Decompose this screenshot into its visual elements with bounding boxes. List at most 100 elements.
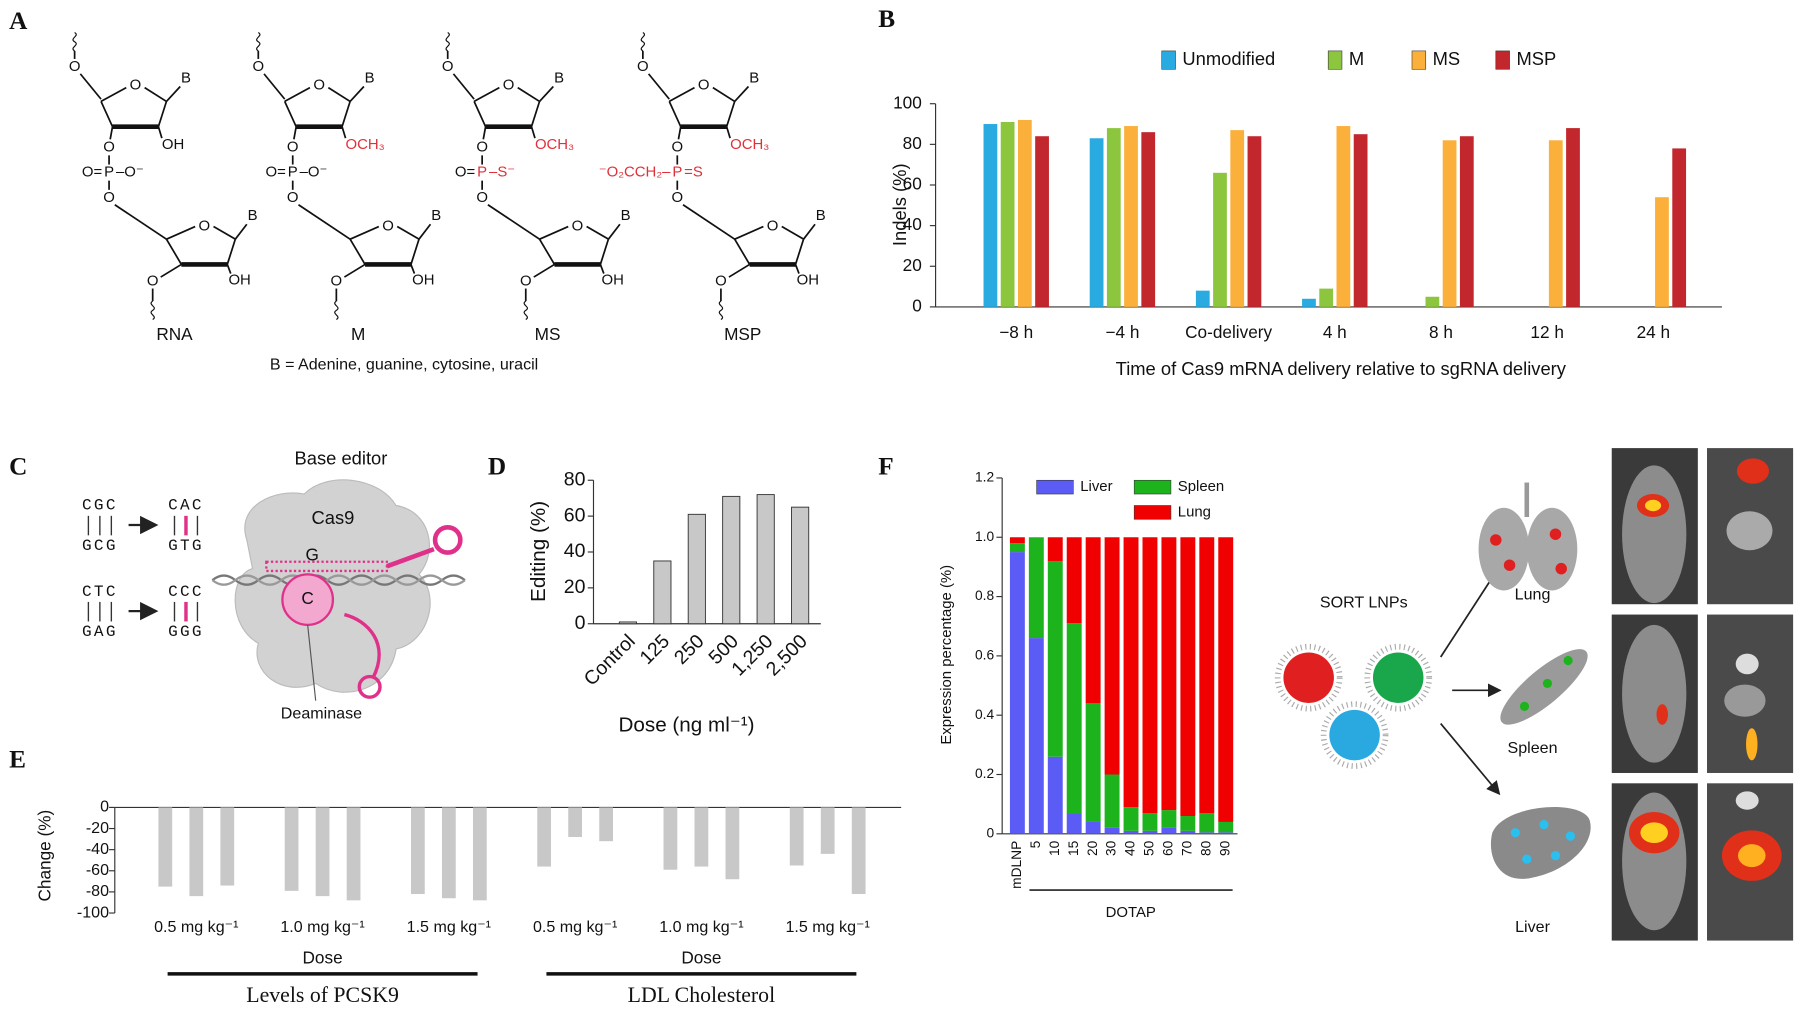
y-tick-label: 60: [903, 174, 922, 194]
atom: O: [331, 273, 343, 290]
bond: [165, 238, 183, 265]
bar: [1566, 128, 1580, 307]
atom: O: [767, 217, 779, 234]
bar: [851, 807, 866, 895]
bond: [160, 263, 182, 278]
x-tick-label: 2,500: [762, 630, 812, 680]
atom: O: [637, 58, 649, 75]
atom: O: [671, 189, 683, 206]
bar: [189, 807, 204, 897]
base-editor-diagram: Base editor Cas9 G C Deaminase: [211, 447, 466, 723]
x-tick-label: Control: [580, 630, 640, 690]
bar: [1089, 138, 1104, 307]
x-tick-label: 24 h: [1637, 322, 1670, 342]
bar: [1230, 130, 1245, 307]
x-tick-label: 0.5 mg kg⁻¹: [154, 918, 238, 936]
phosphate-right: –O⁻: [116, 164, 144, 181]
phosphate-right: –S⁻: [489, 164, 515, 181]
atom: B: [554, 69, 564, 86]
panel-label: A: [9, 7, 28, 35]
y-tick-label: 0: [986, 825, 994, 840]
y-tick-label: 100: [893, 92, 922, 112]
bond: [712, 86, 736, 103]
bar: [1459, 136, 1474, 307]
bond: [733, 238, 751, 265]
bar-segment: [1104, 537, 1120, 775]
bar-segment: [1161, 827, 1177, 834]
x-tick-label: −8 h: [999, 322, 1033, 342]
x-tick-label: 70: [1179, 840, 1194, 856]
bar: [1017, 119, 1032, 307]
y-tick-label: 40: [903, 214, 922, 234]
bond: [586, 225, 609, 240]
bond: [538, 85, 554, 103]
bar: [1442, 140, 1457, 307]
x-tick-label: mDLNP: [1009, 841, 1024, 889]
bar: [1425, 296, 1440, 307]
bar: [725, 807, 740, 880]
dna-strand: [211, 574, 466, 586]
sort-lnp-diagram: SORT LNPs Lung Spleen Liver: [1274, 448, 1794, 941]
bar-segment: [1066, 623, 1082, 814]
bond: [100, 86, 127, 103]
chart: 0 20 40 60 80 100 −8 h −4 h Co-delivery 4 h 8 h 12 …: [889, 48, 1722, 379]
bar: [820, 807, 835, 854]
atom: O: [69, 58, 81, 75]
squiggle: [523, 300, 528, 321]
y-tick-label: 20: [903, 255, 922, 275]
bond: [452, 73, 475, 100]
y-tick-label: 0: [100, 798, 109, 816]
legend-swatch: [1133, 505, 1172, 520]
bar-segment: [1028, 537, 1044, 639]
bar: [1302, 298, 1316, 307]
arrow: [1439, 565, 1500, 658]
atom: O: [287, 138, 299, 155]
substituent: OCH₃: [730, 136, 769, 153]
atom: O: [130, 76, 142, 93]
bar: [618, 621, 638, 625]
dna-strand: [211, 574, 466, 586]
bond: [157, 126, 163, 139]
atom: OH: [412, 271, 434, 288]
y-tick-label: 80: [564, 468, 586, 490]
bar-segment: [1142, 830, 1158, 834]
bar: [315, 807, 330, 897]
y-tick-label: 1.0: [975, 529, 994, 544]
atom: O: [147, 273, 159, 290]
bar: [537, 807, 552, 867]
leader-line: [307, 624, 317, 701]
bar: [687, 513, 706, 625]
bond: [517, 86, 541, 103]
bar-segment: [1085, 537, 1101, 704]
x-tick-label: 60: [1161, 840, 1176, 856]
y-tick-label: 0.2: [975, 766, 994, 781]
diagram-label: SORT LNPs: [1320, 593, 1408, 611]
atom: B: [431, 207, 441, 224]
group-label: Dose: [302, 947, 342, 967]
bar: [1247, 136, 1262, 307]
bar-segment: [1218, 832, 1234, 834]
bar-segment: [1218, 537, 1234, 822]
atom: O: [715, 273, 727, 290]
organ-label: Spleen: [1508, 739, 1558, 757]
atom: B: [816, 207, 826, 224]
bar-segment: [1161, 810, 1177, 828]
atom: O: [252, 58, 264, 75]
bar: [1195, 290, 1210, 307]
group-label: Dose: [681, 947, 721, 967]
x-tick-label: 50: [1142, 840, 1157, 856]
substituent: OH: [162, 136, 184, 153]
guide-loop: [357, 674, 382, 699]
bar: [791, 506, 810, 625]
structure-name: MS: [535, 324, 561, 344]
sequence: GTG: [168, 537, 204, 555]
bar-segment: [1123, 830, 1139, 834]
bar: [346, 807, 361, 901]
legend-label: Lung: [1178, 503, 1211, 520]
bar: [983, 124, 998, 307]
lnp: [1283, 652, 1334, 703]
